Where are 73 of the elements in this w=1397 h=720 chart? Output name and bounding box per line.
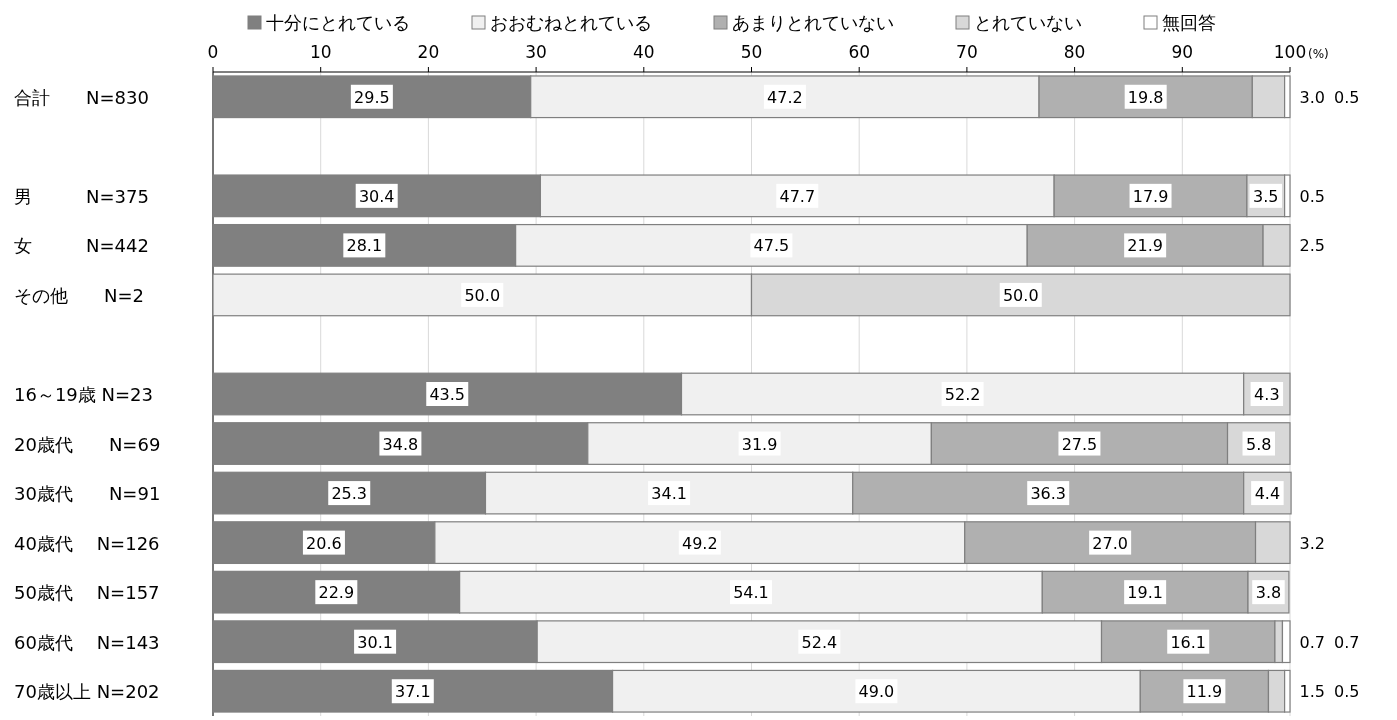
legend-label: あまりとれていない [732, 12, 894, 33]
y-tick-label: 30歳代 N=91 [14, 483, 161, 505]
y-tick-label: 60歳代 N=143 [14, 631, 160, 653]
data-label: 54.1 [733, 583, 769, 603]
y-tick-label: 50歳代 N=157 [14, 582, 160, 604]
y-tick-label: 20歳代 N=69 [14, 433, 161, 455]
data-label: 31.9 [741, 434, 778, 454]
data-label: 3.0 [1299, 87, 1325, 107]
legend-label: おおむねとれている [490, 12, 652, 33]
x-tick-label: 80 [1063, 42, 1086, 62]
data-label: 27.0 [1092, 533, 1128, 553]
data-label: 47.7 [779, 186, 816, 206]
data-label: 5.8 [1246, 434, 1272, 454]
data-label: 27.5 [1061, 434, 1098, 454]
x-tick-label: 40 [632, 42, 655, 62]
data-label: 25.3 [331, 484, 368, 504]
x-tick-label: 0 [207, 42, 219, 62]
data-label: 34.1 [651, 484, 687, 504]
data-label: 16.1 [1170, 632, 1207, 652]
x-tick-label: 70 [956, 42, 978, 62]
data-label: 11.9 [1186, 682, 1223, 702]
legend-label: 十分にとれている [266, 12, 410, 33]
x-tick-label: 100 [1273, 42, 1307, 62]
y-tick-label: 合計 N=830 [14, 86, 149, 108]
data-label: 4.4 [1254, 484, 1281, 504]
x-tick-label: 30 [525, 42, 547, 62]
x-tick-label: 20 [417, 42, 440, 62]
data-label: 34.8 [382, 434, 419, 454]
data-label: 0.5 [1334, 682, 1360, 702]
data-label: 30.1 [357, 632, 393, 652]
data-label: 37.1 [394, 682, 431, 702]
x-tick-label: 60 [848, 42, 871, 62]
data-label: 50.0 [1002, 285, 1039, 305]
data-label: 47.5 [753, 236, 790, 256]
data-label: 52.2 [944, 385, 981, 404]
x-tick-label: 10 [309, 42, 332, 62]
data-label: 3.5 [1253, 186, 1279, 206]
x-tick-label: 90 [1171, 42, 1194, 62]
data-label: 49.0 [858, 682, 895, 702]
data-label: 47.2 [767, 87, 803, 107]
data-label: 49.2 [681, 533, 718, 553]
data-label: 19.8 [1127, 87, 1164, 107]
data-label: 0.5 [1299, 186, 1325, 206]
data-label: 0.7 [1334, 632, 1360, 652]
data-label: 0.7 [1299, 632, 1325, 652]
y-tick-label: 女 N=442 [14, 235, 149, 257]
data-label: 2.5 [1299, 236, 1325, 256]
data-label: 30.4 [358, 186, 395, 206]
data-label: 3.8 [1255, 583, 1282, 603]
data-label: 17.9 [1132, 186, 1169, 206]
y-tick-label: 70歳以上 N=202 [14, 681, 160, 703]
data-label: 28.1 [346, 236, 383, 256]
data-label: 0.5 [1334, 87, 1360, 107]
data-label: 29.5 [354, 87, 390, 107]
y-tick-label: その他 N=2 [14, 284, 144, 306]
data-label: 3.2 [1299, 533, 1325, 553]
data-label: 22.9 [318, 583, 355, 603]
y-tick-label: 男 N=375 [14, 185, 149, 207]
legend-label: とれていない [974, 12, 1082, 33]
legend-label: 無回答 [1162, 12, 1216, 33]
data-label: 43.5 [429, 385, 466, 404]
data-label: 19.1 [1127, 583, 1163, 603]
x-axis-title: (%) [1308, 47, 1329, 61]
data-label: 50.0 [464, 285, 501, 305]
data-label: 21.9 [1127, 236, 1163, 256]
data-label: 20.6 [306, 533, 342, 553]
data-label: 1.5 [1299, 682, 1325, 702]
data-label: 52.4 [801, 632, 838, 652]
data-label: 36.3 [1030, 484, 1067, 504]
data-label: 4.3 [1254, 385, 1280, 404]
x-tick-label: 50 [740, 42, 763, 62]
y-tick-label: 16～19歳 N=23 [14, 384, 153, 405]
y-tick-label: 40歳代 N=126 [14, 532, 160, 554]
